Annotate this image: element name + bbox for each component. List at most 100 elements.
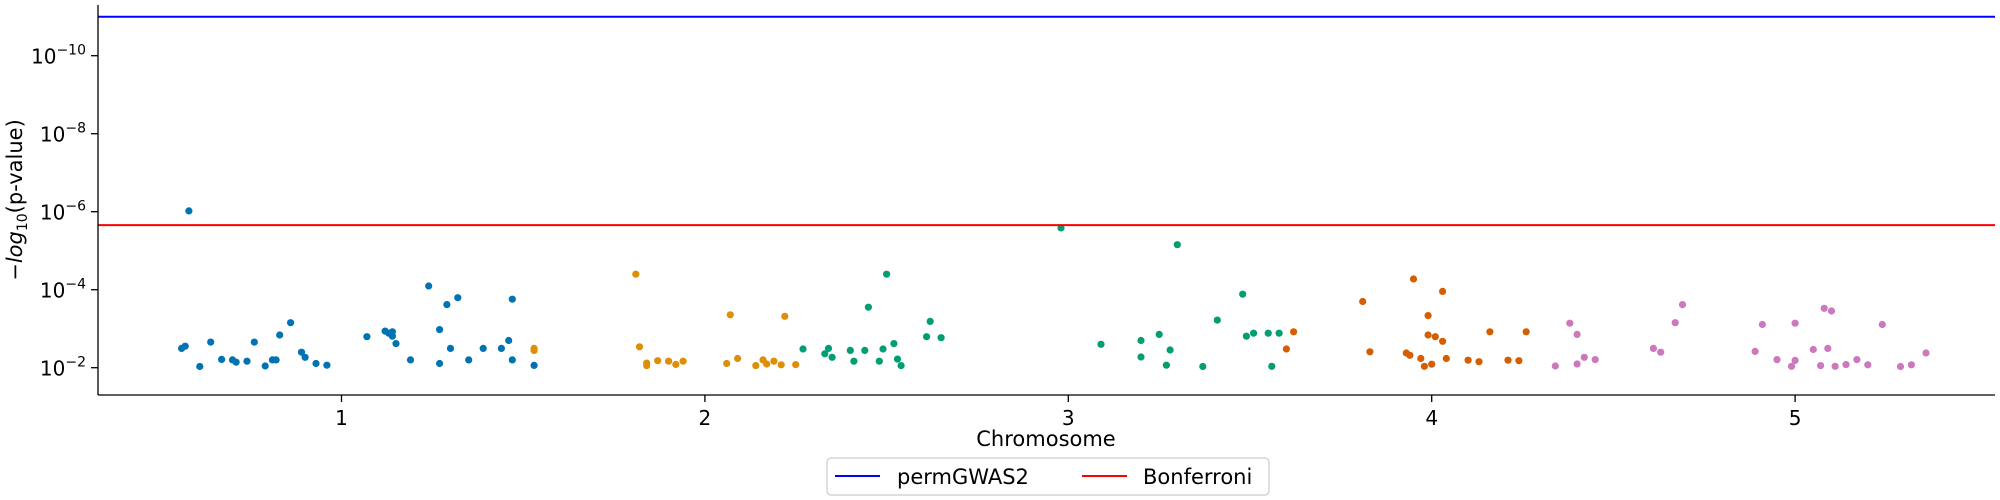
y-axis-title: −log10(p-value)	[3, 119, 31, 281]
point-chr1-1	[181, 342, 189, 350]
point-chr2-10	[723, 359, 731, 368]
point-chr2-12	[734, 354, 742, 363]
point-chr4-9	[1424, 312, 1432, 320]
y-tick-label-4: 10−10	[31, 43, 86, 69]
point-chr5-13	[1787, 362, 1796, 370]
point-chr3-2	[824, 344, 833, 352]
point-chr2-18	[781, 312, 789, 320]
point-chr5-8	[1671, 319, 1679, 327]
point-chr5-2	[1573, 330, 1581, 338]
point-chr5-19	[1824, 344, 1832, 352]
point-chr4-2	[1359, 297, 1367, 306]
point-chr3-4	[846, 346, 854, 354]
point-chr2-15	[763, 360, 771, 368]
point-chr4-1	[1290, 328, 1298, 336]
point-chr3-13	[897, 362, 905, 370]
point-chr1-2	[185, 207, 193, 215]
point-chr3-18	[1097, 340, 1105, 348]
point-chr4-16	[1464, 356, 1472, 364]
point-chr3-7	[864, 303, 873, 311]
x-tick-label-5: 5	[1789, 406, 1802, 430]
x-axis-ticks: 1 2 3 4 5	[335, 395, 1801, 430]
point-chr5-4	[1580, 353, 1588, 361]
x-tick-label-3: 3	[1062, 406, 1075, 430]
point-chr1-38	[530, 361, 538, 369]
point-chr5-15	[1791, 356, 1799, 364]
point-chr5-6	[1649, 344, 1657, 352]
point-chr3-25	[1199, 362, 1207, 371]
point-chr5-28	[1922, 349, 1930, 357]
y-axis-ticks: 10−2 10−4 10−6 10−8 10−10	[31, 43, 98, 381]
legend: permGWAS2 Bonferroni	[826, 457, 1270, 496]
point-chr3-16	[937, 334, 945, 342]
point-chr1-17	[312, 359, 320, 368]
point-chr4-14	[1439, 337, 1447, 345]
legend-label-permgwas2: permGWAS2	[897, 465, 1029, 489]
point-chr2-6	[654, 357, 662, 365]
point-chr3-29	[1250, 329, 1258, 337]
point-chr5-21	[1831, 362, 1839, 370]
y-tick-label-1: 10−4	[40, 277, 86, 303]
point-chr5-14	[1791, 319, 1799, 327]
point-chr4-12	[1431, 333, 1439, 341]
point-chr3-26	[1213, 316, 1221, 324]
point-chr2-17	[777, 361, 785, 369]
point-chr5-23	[1853, 356, 1861, 364]
point-chr2-5	[643, 362, 651, 370]
point-chr2-7	[665, 357, 673, 365]
point-chr3-31	[1268, 362, 1276, 370]
point-chr2-3	[635, 343, 644, 351]
point-chr3-32	[1275, 329, 1283, 337]
point-chr3-8	[875, 357, 883, 365]
point-chr3-10	[883, 270, 891, 278]
point-chr4-19	[1504, 356, 1512, 364]
point-chr3-3	[828, 353, 836, 361]
y-tick-label-0: 10−2	[40, 355, 86, 381]
point-chr1-3	[196, 362, 204, 371]
point-chr4-8	[1420, 362, 1428, 370]
point-chr1-28	[443, 301, 451, 309]
point-chr5-3	[1573, 360, 1581, 368]
point-chr4-20	[1515, 357, 1523, 365]
point-chr1-7	[232, 358, 240, 366]
point-chr5-25	[1878, 320, 1886, 329]
point-chr1-27	[436, 326, 444, 334]
point-chr2-19	[792, 361, 800, 369]
point-chr2-11	[726, 311, 734, 319]
point-chr3-1	[821, 350, 829, 358]
point-chr3-6	[861, 346, 869, 354]
point-chr3-5	[850, 357, 858, 365]
x-axis-title: Chromosome	[976, 427, 1115, 451]
point-chr1-36	[508, 295, 516, 303]
point-chr5-26	[1896, 362, 1905, 371]
data-points	[178, 207, 1930, 371]
point-chr1-15	[297, 348, 306, 356]
x-tick-label-2: 2	[699, 406, 712, 430]
point-chr3-24	[1173, 241, 1181, 249]
point-chr5-0	[1551, 362, 1559, 370]
point-chr4-5	[1406, 351, 1414, 359]
y-tick-label-3: 10−8	[40, 121, 86, 147]
point-chr1-8	[243, 357, 251, 365]
point-chr1-37	[508, 356, 516, 364]
point-chr1-23	[388, 328, 396, 336]
point-chr1-35	[505, 336, 513, 345]
point-chr1-18	[323, 361, 331, 369]
point-chr3-0	[799, 345, 807, 353]
point-chr2-2	[632, 270, 640, 278]
point-chr4-6	[1409, 275, 1418, 283]
point-chr1-9	[250, 338, 258, 346]
point-chr3-11	[890, 340, 898, 348]
point-chr2-8	[672, 360, 680, 368]
point-chr4-13	[1439, 287, 1447, 295]
point-chr1-10	[261, 362, 269, 370]
point-chr4-21	[1522, 328, 1530, 336]
point-chr3-20	[1137, 353, 1145, 361]
legend-label-bonferroni: Bonferroni	[1143, 465, 1252, 489]
threshold-lines	[98, 15, 1995, 227]
point-chr1-13	[276, 331, 284, 339]
x-tick-label-4: 4	[1425, 406, 1438, 430]
x-tick-label-1: 1	[335, 406, 348, 430]
point-chr5-17	[1817, 362, 1825, 370]
point-chr5-7	[1657, 348, 1665, 356]
